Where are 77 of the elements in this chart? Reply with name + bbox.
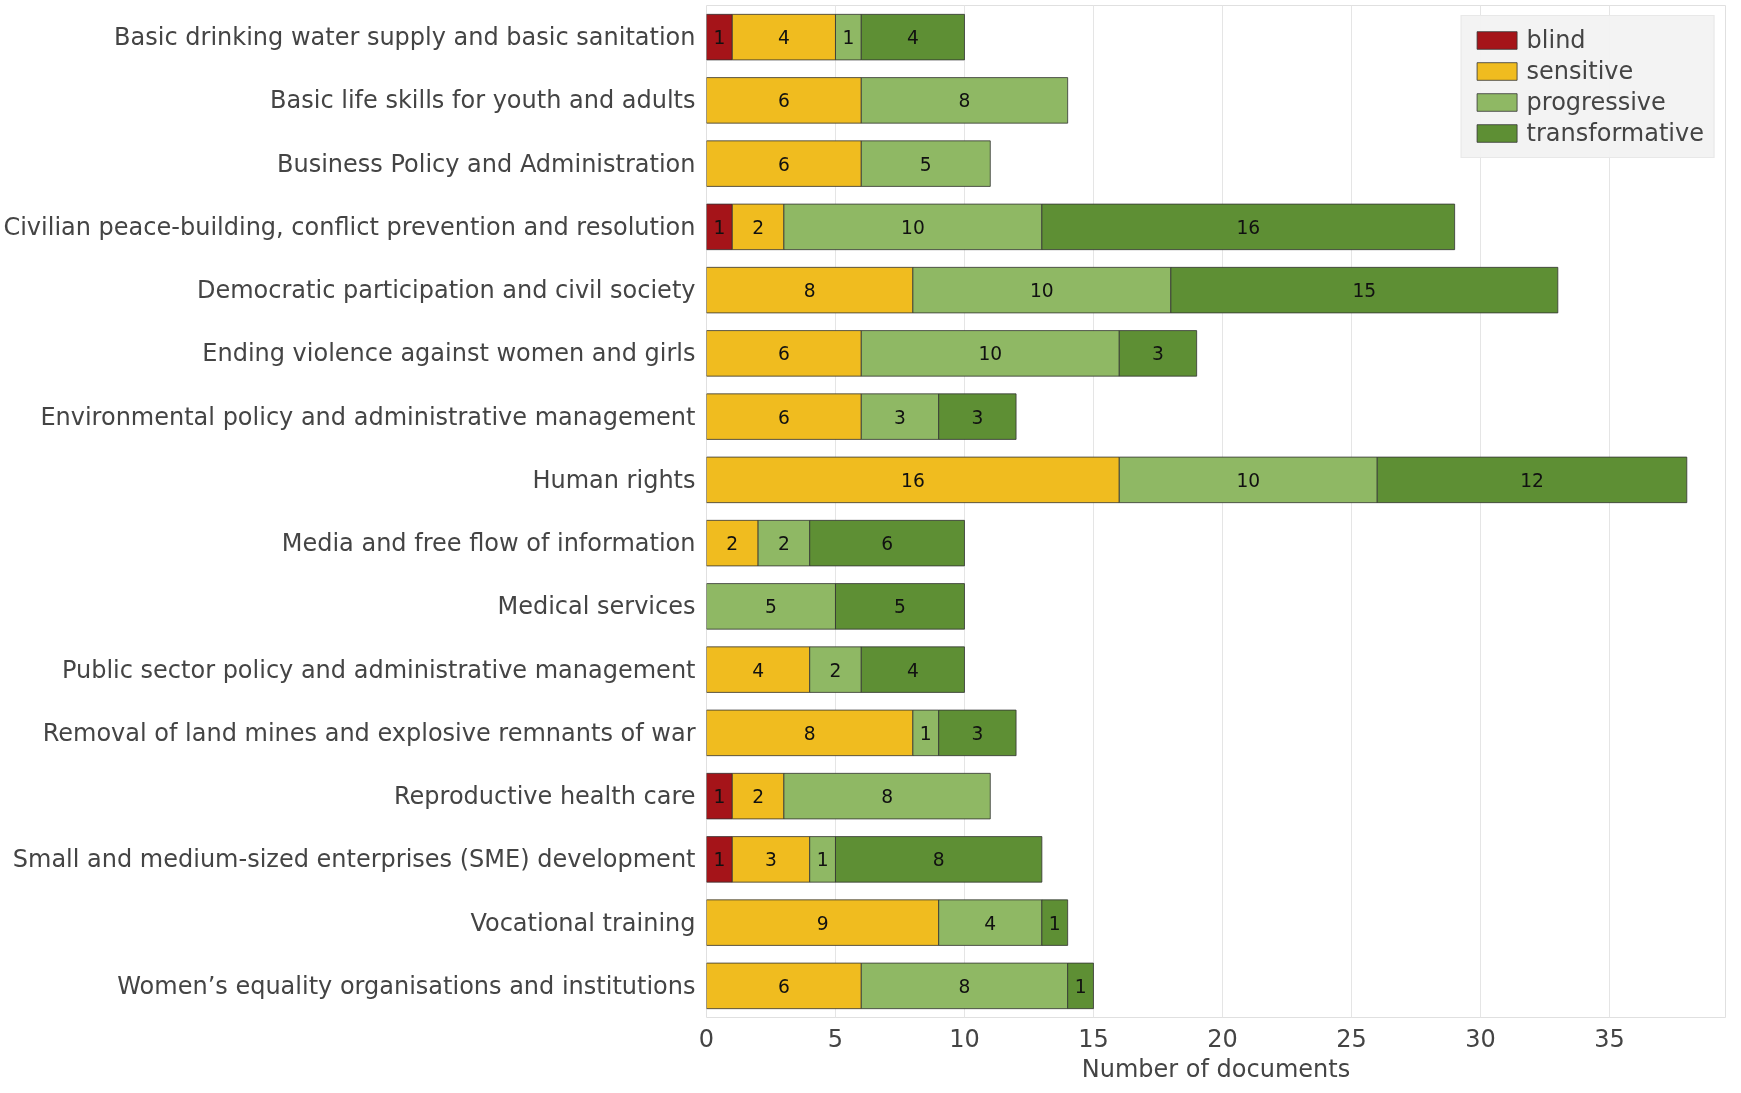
data-label: 4 xyxy=(906,27,919,49)
data-label: 2 xyxy=(752,786,765,808)
x-tick-label: 20 xyxy=(1207,1024,1238,1053)
data-label: 8 xyxy=(932,849,945,871)
y-tick-label: Environmental policy and administrative management xyxy=(40,402,696,431)
data-label: 4 xyxy=(777,27,790,49)
data-label: 10 xyxy=(901,216,925,238)
data-label: 6 xyxy=(881,533,894,555)
data-label: 8 xyxy=(958,90,971,112)
data-label: 1 xyxy=(713,216,726,238)
x-tick-label: 5 xyxy=(827,1024,844,1053)
data-label: 4 xyxy=(984,912,997,934)
data-label: 1 xyxy=(713,849,726,871)
data-label: 8 xyxy=(803,722,816,744)
data-label: 15 xyxy=(1352,280,1377,302)
data-label: 1 xyxy=(1048,912,1061,934)
data-label: 5 xyxy=(894,596,906,618)
data-label: 3 xyxy=(765,849,777,871)
x-tick-label: 35 xyxy=(1594,1024,1625,1053)
y-tick-label: Public sector policy and administrative management xyxy=(61,655,696,684)
y-tick-label: Democratic participation and civil society xyxy=(196,276,696,305)
data-label: 10 xyxy=(1030,280,1054,302)
data-label: 4 xyxy=(906,659,919,681)
data-label: 8 xyxy=(881,786,894,808)
x-tick-label: 25 xyxy=(1336,1024,1367,1053)
data-label: 12 xyxy=(1520,469,1544,491)
data-label: 2 xyxy=(829,659,842,681)
data-label: 4 xyxy=(752,659,765,681)
legend-label: transformative xyxy=(1526,119,1704,147)
data-label: 5 xyxy=(919,153,932,175)
x-tick-label: 0 xyxy=(698,1024,715,1053)
data-label: 6 xyxy=(777,406,790,428)
data-label: 6 xyxy=(777,153,790,175)
y-tick-label: Small and medium-sized enterprises (SME) development xyxy=(12,845,696,874)
data-label: 1 xyxy=(816,849,829,871)
x-tick-label: 10 xyxy=(949,1024,980,1053)
data-label: 6 xyxy=(777,343,790,365)
x-tick-label: 30 xyxy=(1465,1024,1496,1053)
data-label: 2 xyxy=(726,533,739,555)
data-label: 6 xyxy=(777,90,790,112)
y-tick-label: Basic drinking water supply and basic sanitation xyxy=(114,23,696,52)
data-label: 8 xyxy=(803,280,816,302)
data-label: 1 xyxy=(713,27,726,49)
data-label: 1 xyxy=(842,27,855,49)
data-label: 3 xyxy=(894,406,906,428)
data-label: 8 xyxy=(958,975,971,997)
data-label: 16 xyxy=(1236,216,1261,238)
data-label: 3 xyxy=(971,722,984,744)
data-label: 1 xyxy=(1074,975,1087,997)
legend-label: blind xyxy=(1526,26,1586,54)
data-label: 16 xyxy=(901,469,925,491)
data-label: 1 xyxy=(713,786,726,808)
data-label: 10 xyxy=(978,343,1003,365)
y-tick-label: Civilian peace-building, conflict prevention and resolution xyxy=(3,212,696,241)
legend-label: sensitive xyxy=(1526,57,1634,85)
y-tick-label: Removal of land mines and explosive remnants of war xyxy=(42,718,696,747)
y-tick-label: Human rights xyxy=(532,465,696,494)
data-label: 6 xyxy=(777,975,790,997)
data-label: 3 xyxy=(1152,343,1164,365)
x-tick-label: 15 xyxy=(1078,1024,1109,1053)
data-label: 1 xyxy=(919,722,932,744)
data-label: 3 xyxy=(971,406,984,428)
y-tick-label: Medical services xyxy=(497,592,696,621)
data-label: 2 xyxy=(777,533,790,555)
data-label: 5 xyxy=(765,596,777,618)
y-tick-label: Basic life skills for youth and adults xyxy=(270,86,696,115)
data-label: 9 xyxy=(816,912,829,934)
data-label: 10 xyxy=(1236,469,1261,491)
y-tick-label: Ending violence against women and girls xyxy=(202,339,696,368)
x-axis-title: Number of documents xyxy=(1081,1054,1351,1083)
y-tick-label: Reproductive health care xyxy=(393,782,696,811)
legend-label: progressive xyxy=(1526,88,1666,116)
y-tick-label: Business Policy and Administration xyxy=(276,149,696,178)
data-label: 2 xyxy=(752,216,765,238)
y-tick-label: Vocational training xyxy=(470,908,696,937)
y-tick-label: Media and free flow of information xyxy=(281,529,696,558)
y-tick-label: Women’s equality organisations and institutions xyxy=(117,971,696,1000)
